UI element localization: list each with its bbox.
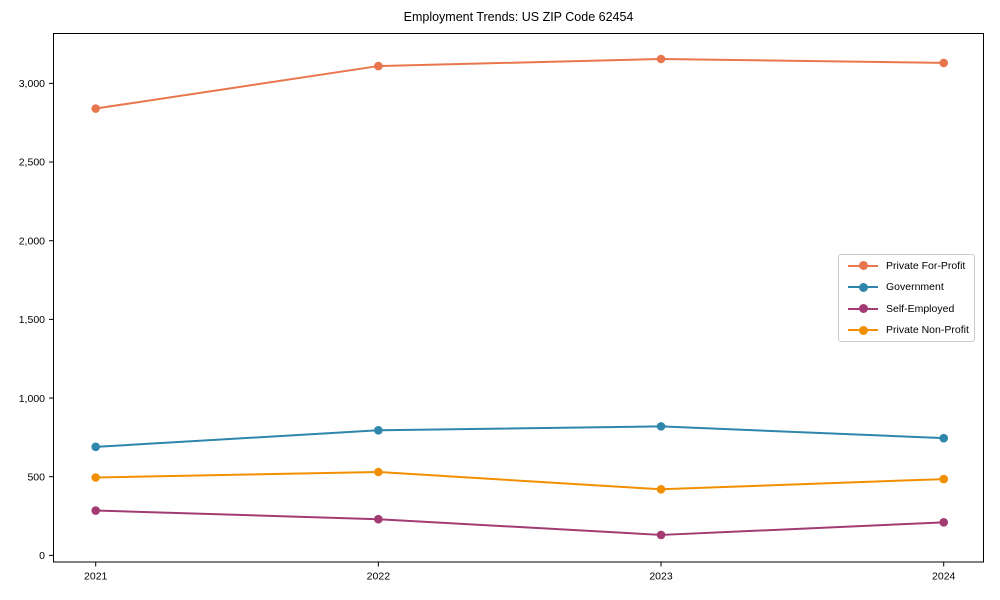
data-point-marker-government [939,433,948,443]
series-line-self-employed [95,509,944,536]
data-point-marker-self-employed [374,514,383,524]
data-point-marker-government [374,426,383,435]
y-axis-tick-label: 2,500 [19,157,45,169]
legend-entry: Private Non-Profit [848,320,974,342]
legend-label: Self-Employed [886,302,955,315]
legend-line-marker-icon [848,282,878,292]
series-line-private-for-profit [95,57,944,110]
x-axis-tick-label: 2022 [367,571,391,583]
y-axis-tick-label: 2,000 [19,235,45,247]
y-axis-tick-label: 3,000 [19,78,45,90]
y-axis-tick-label: 1,500 [19,314,45,326]
y-axis-tick-label: 1,000 [19,393,45,405]
data-point-marker-self-employed [939,518,948,527]
data-point-marker-private-for-profit [656,54,666,64]
data-point-marker-self-employed [91,506,100,515]
legend-label: Private Non-Profit [886,324,969,337]
legend-label: Government [886,281,944,294]
legend-line-marker-icon [848,325,878,335]
y-axis-tick-label: 500 [27,471,45,483]
data-point-marker-private-non-profit [374,467,383,477]
x-axis-tick-label: 2024 [932,571,956,583]
data-point-marker-government [656,422,666,431]
data-point-marker-private-for-profit [939,58,948,68]
series-line-private-non-profit [95,471,944,491]
x-axis-tick-label: 2021 [84,571,108,583]
data-point-marker-private-non-profit [91,473,100,482]
legend-line-marker-icon [848,304,878,314]
data-point-marker-government [91,442,100,452]
data-point-marker-private-non-profit [939,474,948,484]
series-line-government [95,425,944,448]
axes-frame [53,33,984,563]
legend-entry: Self-Employed [848,298,974,320]
data-point-marker-private-for-profit [374,61,383,71]
legend-entry: Government [848,277,974,299]
legend-line-marker-icon [848,261,878,271]
legend-label: Private For-Profit [886,259,966,272]
legend-marker-dot [858,325,868,335]
chart-title: Employment Trends: US ZIP Code 62454 [403,10,634,24]
data-point-marker-private-for-profit [91,104,100,113]
legend-marker-dot [858,261,868,271]
legend-marker-dot [858,282,868,292]
y-axis-tick-label: 0 [39,550,45,562]
legend-entry: Private For-Profit [848,255,974,277]
data-point-marker-private-non-profit [656,485,666,494]
data-point-marker-self-employed [656,530,666,540]
x-axis-tick-label: 2023 [649,571,673,583]
legend-marker-dot [858,304,868,314]
legend: Private For-Profit Government Self-Employe… [838,254,975,342]
